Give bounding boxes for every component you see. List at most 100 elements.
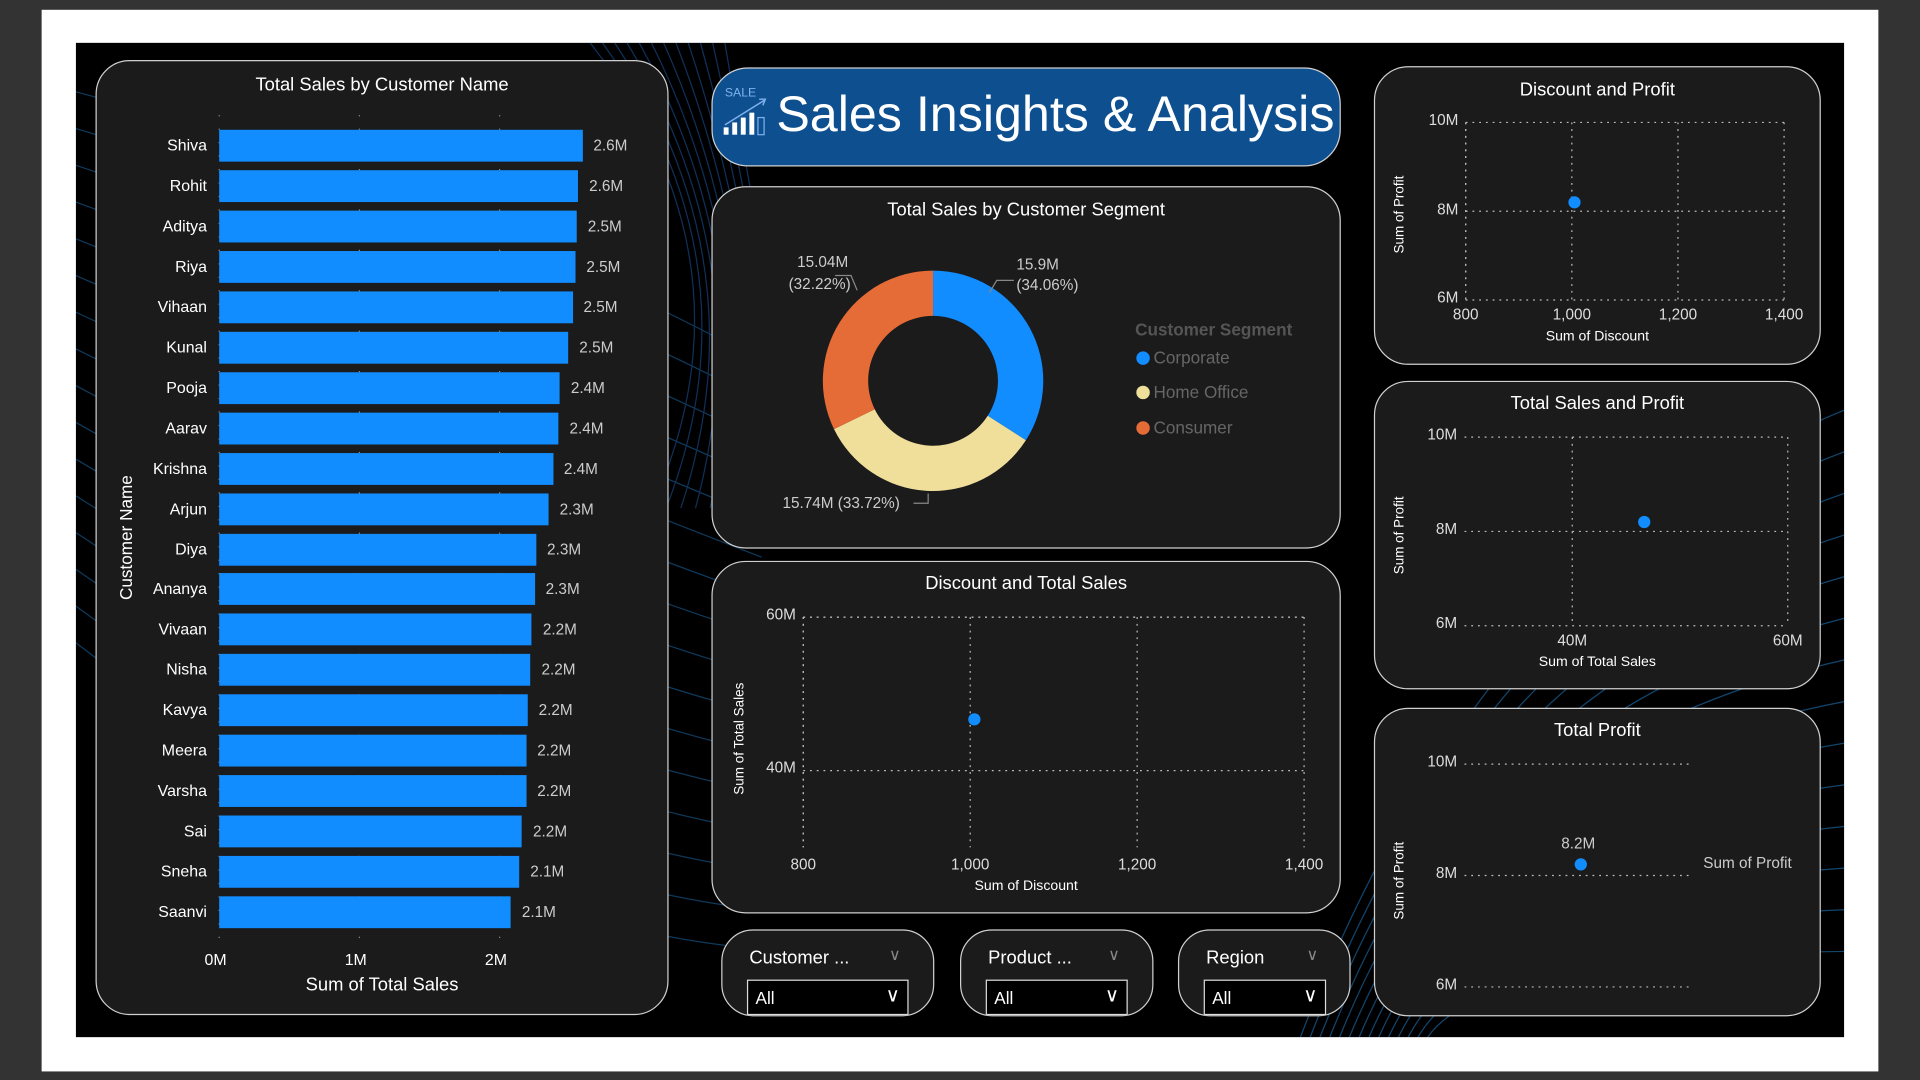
bar-vihaan: [219, 291, 573, 324]
data-label: 2.2M: [537, 742, 572, 760]
data-label: 2.2M: [537, 782, 572, 800]
page-title: Sales Insights & Analysis: [776, 85, 1335, 143]
x-axis-title: Sum of Total Sales: [1538, 655, 1656, 670]
y-tick-label: Kunal: [166, 337, 207, 357]
slicer-dropdown-region[interactable]: All ∨: [1203, 979, 1327, 1016]
slicer-value: All: [1212, 988, 1232, 1008]
y-tick-label: Varsha: [157, 781, 207, 800]
y-axis-title: Sum of Profit: [1392, 841, 1407, 920]
data-label: 2.3M: [559, 500, 594, 518]
plot-svg: [1464, 436, 1789, 627]
x-tick-label: 2M: [484, 950, 508, 969]
slicer-dropdown-product[interactable]: All ∨: [985, 979, 1128, 1016]
y-tick-label: Vihaan: [157, 297, 207, 316]
slicer-title: Customer ...: [749, 947, 850, 969]
chart-title: Discount and Profit: [1519, 79, 1675, 101]
bar-rohit: [219, 170, 579, 202]
x-tick-label: 40M: [1557, 631, 1588, 649]
x-tick-label: 1,200: [1658, 306, 1698, 324]
slicer-product[interactable]: Product ... ∨ All ∨: [960, 929, 1154, 1017]
data-label: 2.3M: [547, 540, 582, 558]
y-tick-label: Ananya: [152, 579, 207, 599]
bar-saanvi: [219, 896, 511, 929]
plot-svg: [1464, 763, 1694, 988]
data-point: [1638, 515, 1651, 529]
bar-plot-area: 0M 1M 2M Shiva 2.6M Rohit 2.6M Aditya 2.5M Riya 2.…: [97, 61, 670, 1016]
x-axis-title: Sum of Total Sales: [305, 974, 459, 996]
y-tick-label: 8M: [1437, 200, 1459, 218]
donut-chart-customer-segment[interactable]: Total Sales by Customer Segment 15.9M (3…: [711, 186, 1341, 549]
y-tick-label: Krishna: [152, 458, 207, 478]
chevron-down-icon[interactable]: ∨: [1108, 945, 1120, 964]
data-point: [1568, 196, 1581, 209]
y-tick-label: Riya: [175, 256, 207, 276]
x-tick-label: 1,000: [1552, 306, 1591, 324]
data-label: 2.2M: [542, 621, 577, 639]
slice-corporate: [933, 270, 1044, 441]
y-tick-label: 10M: [1427, 426, 1458, 444]
slicer-region[interactable]: Region ∨ All ∨: [1177, 929, 1351, 1017]
y-tick-label: Aditya: [162, 216, 207, 235]
data-label: 2.6M: [589, 177, 624, 195]
y-tick-label: Diya: [175, 539, 207, 558]
series-label: Sum of Profit: [1703, 854, 1792, 872]
bar-varsha: [219, 775, 527, 808]
data-label-corporate-pct: (34.06%): [1016, 276, 1079, 294]
y-tick-label: 8M: [1435, 520, 1458, 538]
x-tick-label: 1M: [344, 950, 367, 969]
plot-svg: [802, 616, 1305, 848]
bar-aditya: [219, 210, 577, 243]
data-label: 2.3M: [545, 580, 580, 599]
data-label: 2.5M: [583, 298, 618, 316]
y-tick-label: 10M: [1427, 753, 1458, 771]
legend-dot: [1136, 421, 1150, 435]
y-axis-title: Sum of Profit: [1392, 175, 1407, 254]
bar-riya: [219, 250, 576, 283]
scatter-total-profit[interactable]: Total Profit 6M 8M 10M Sum of Profit 8.2M Sum …: [1373, 707, 1821, 1017]
bar-ananya: [219, 573, 535, 606]
slicer-value: All: [994, 988, 1014, 1008]
y-tick-label: Vivaan: [158, 620, 207, 639]
y-tick-label: Shiva: [167, 135, 207, 155]
data-label-home-office: 15.74M (33.72%): [782, 494, 900, 512]
x-tick-label: 800: [790, 855, 817, 874]
data-label: 2.5M: [579, 338, 614, 357]
bar-krishna: [219, 452, 553, 485]
y-tick-label: Arjun: [169, 499, 207, 518]
legend-dot: [1136, 385, 1150, 400]
legend-label: Corporate: [1153, 347, 1230, 368]
scatter-discount-profit[interactable]: Discount and Profit 6M 8M 10M 800 1,000 1,200 1…: [1373, 66, 1821, 365]
y-tick-label: Saanvi: [158, 902, 207, 921]
data-label: 2.5M: [586, 258, 621, 276]
slicer-dropdown-customer[interactable]: All ∨: [746, 979, 909, 1016]
slicer-title: Product ...: [988, 947, 1072, 969]
y-tick-label: Sai: [183, 821, 207, 841]
bar-diya: [219, 533, 537, 566]
slicer-customer[interactable]: Customer ... ∨ All ∨: [721, 929, 935, 1017]
bar-arjun: [219, 492, 549, 525]
y-tick-label: 6M: [1435, 975, 1458, 994]
y-tick-label: Pooja: [166, 377, 207, 397]
slicer-title: Region: [1206, 947, 1265, 969]
x-tick-label: 1,200: [1117, 855, 1157, 874]
x-axis-title: Sum of Discount: [974, 879, 1078, 894]
scatter-total-sales-profit[interactable]: Total Sales and Profit 6M 8M 10M 40M 60M Sum o…: [1373, 380, 1821, 690]
chevron-down-icon[interactable]: ∨: [888, 945, 901, 964]
data-label: 8.2M: [1561, 834, 1596, 853]
bar-vivaan: [219, 613, 532, 646]
legend-title: Customer Segment: [1135, 319, 1293, 340]
leader-line: [913, 493, 929, 504]
data-label: 2.1M: [521, 903, 556, 921]
bar-chart-customer-sales[interactable]: Total Sales by Customer Name 0M 1M 2M Shiva…: [95, 60, 670, 1016]
bar-kavya: [219, 694, 528, 727]
y-tick-label: Aarav: [165, 418, 207, 437]
data-label: 2.4M: [569, 419, 604, 437]
legend-label: Consumer: [1153, 417, 1233, 438]
donut-svg: [822, 270, 1044, 504]
chart-title: Total Sales and Profit: [1510, 393, 1685, 414]
chevron-down-icon[interactable]: ∨: [1306, 945, 1319, 964]
y-tick-label: Sneha: [160, 862, 207, 881]
y-tick-label: 60M: [766, 606, 796, 624]
scatter-discount-total-sales[interactable]: Discount and Total Sales 40M 60M 800 1,000 1,…: [711, 560, 1341, 914]
x-tick-label: 60M: [1772, 631, 1803, 649]
